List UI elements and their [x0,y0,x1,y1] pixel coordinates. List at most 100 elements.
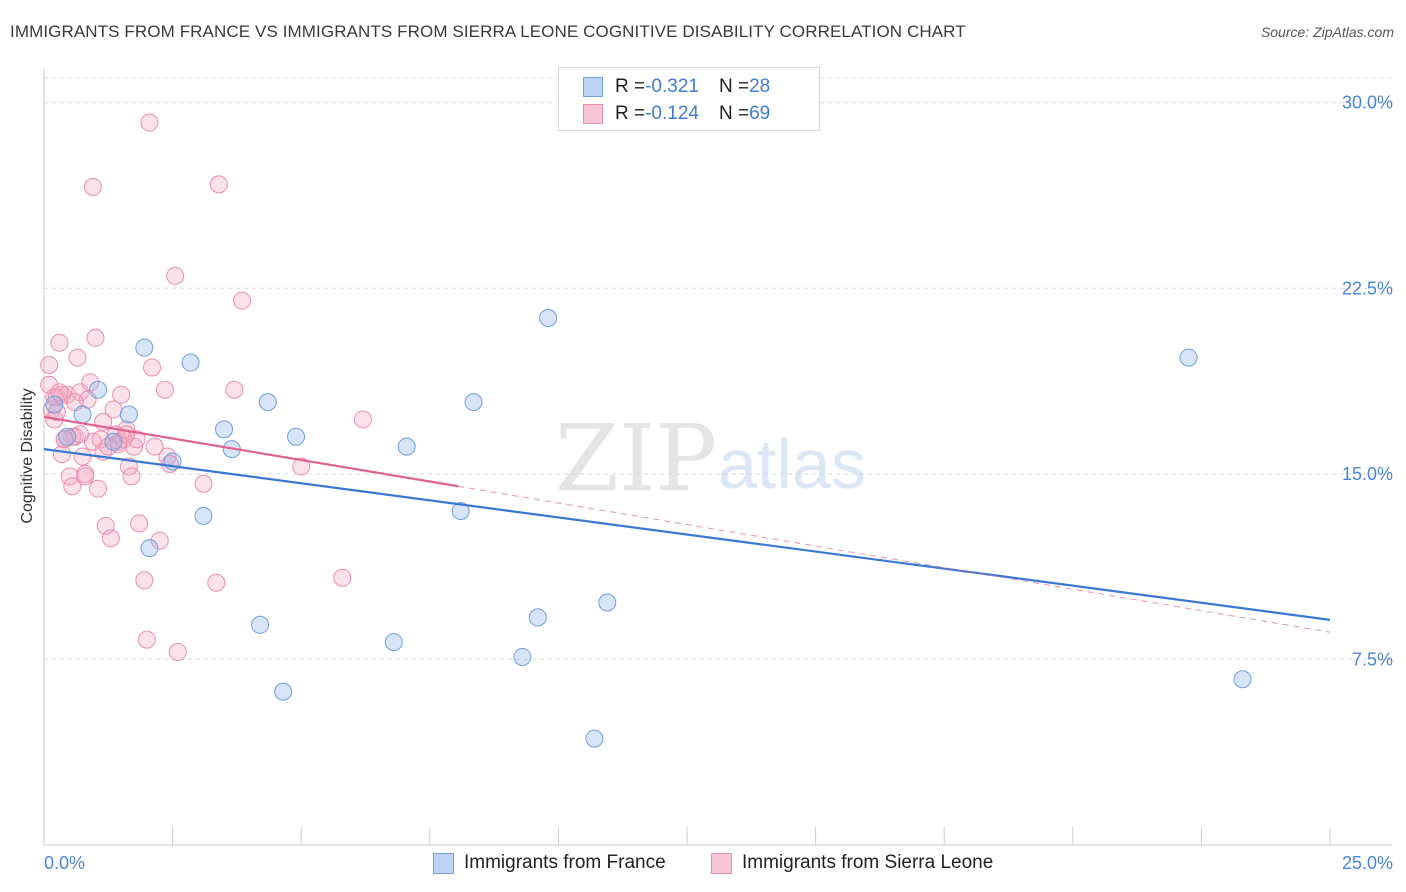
sierra-leone-point [112,385,131,404]
sierra-leone-point [150,531,169,550]
sierra-leone-point [140,113,159,132]
chart-title: IMMIGRANTS FROM FRANCE VS IMMIGRANTS FRO… [10,22,966,41]
x-tick-label-max: 25.0% [1342,853,1393,873]
france-point [258,393,277,412]
sierra-leone-point [292,457,311,476]
x-tick-label-min: 0.0% [44,853,85,873]
sierra-leone-point [207,573,226,592]
sierra-leone-point [225,380,244,399]
sierra-leone-point [40,356,59,375]
sierra-leone-point [130,514,149,533]
france-r-value: -0.321 [645,76,699,97]
france-point [251,615,270,634]
france-point [274,682,293,701]
france-point [215,420,234,439]
sierra-leone-point [89,479,108,498]
sierra-leone-point [47,403,66,422]
sierra-leone-point [81,373,100,392]
y-tick-label: 22.5% [1342,278,1393,298]
sierra-leone-point [50,333,69,352]
sierra-leone-point [83,177,102,196]
france-point [585,729,604,748]
sierra-n-label: N = [718,103,750,124]
bottom-sierra-label: Immigrants from Sierra Leone [742,852,994,873]
sierra-leone-point [86,328,105,347]
france-point [104,432,123,451]
france-point [58,427,77,446]
bottom-france-label: Immigrants from France [464,852,666,873]
france-point [287,427,306,446]
sierra-leone-point [166,266,185,285]
france-point [45,395,64,414]
sierra-leone-point [143,358,162,377]
data-points [40,113,1252,748]
france-point [397,437,416,456]
y-tick-label: 15.0% [1342,464,1393,484]
france-swatch [583,77,603,97]
france-point [194,506,213,525]
sierra-swatch [583,104,603,124]
france-n-label: N = [718,76,750,97]
france-point [1233,670,1252,689]
sierra-r-value: -0.124 [645,103,699,124]
axes [43,68,1392,846]
france-point [451,501,470,520]
sierra-leone-point [101,529,120,548]
grid-lines [44,77,1392,660]
sierra-leone-point [168,643,187,662]
bottom-legend-france: Immigrants from France [433,852,666,874]
y-tick-label: 7.5% [1352,649,1393,669]
sierra-leone-point [135,571,154,590]
source-label: Source: ZipAtlas.com [1260,24,1394,40]
correlation-legend: R = -0.321 N = 28 R = -0.124 N = 69 [558,67,820,131]
y-tick-label: 30.0% [1342,93,1393,113]
trend-lines [43,415,1331,633]
legend-row-france: R = -0.321 N = 28 [583,74,771,100]
sierra-leone-point [155,380,174,399]
france-r-label: R = [615,76,646,97]
sierra-leone-trend-line [43,415,459,488]
sierra-leone-point [68,348,87,367]
france-point [181,353,200,372]
sierra-leone-point [45,388,64,407]
watermark: ZIP atlas [555,405,866,512]
sierra-leone-point [63,477,82,496]
sierra-leone-point [194,474,213,493]
sierra-leone-point [145,437,164,456]
bottom-legend-sierra: Immigrants from Sierra Leone [711,852,993,874]
sierra-leone-trend-extension [458,485,1331,633]
france-n-value: 28 [749,76,771,97]
sierra-leone-point [137,630,156,649]
france-point [119,405,138,424]
sierra-leone-point [333,568,352,587]
sierra-n-value: 69 [749,103,771,124]
legend-row-sierra: R = -0.124 N = 69 [583,101,771,127]
sierra-leone-point [53,445,72,464]
france-point [89,380,108,399]
france-point [513,647,532,666]
watermark-atlas: atlas [718,425,866,503]
watermark-zip: ZIP [555,405,717,512]
france-point [384,633,403,652]
france-trend-line [43,448,1331,621]
bottom-sierra-swatch [711,852,732,874]
france-point [1179,348,1198,367]
sierra-leone-point [122,467,141,486]
france-point [598,593,617,612]
france-point [73,405,92,424]
bottom-france-swatch [433,852,454,874]
france-point [135,338,154,357]
sierra-leone-point [233,291,252,310]
sierra-leone-point [353,410,372,429]
france-point [528,608,547,627]
sierra-leone-point [73,447,92,466]
sierra-leone-point [76,464,95,483]
france-point [464,393,483,412]
tick-labels: 7.5% 15.0% 22.5% 30.0% 0.0% 25.0% [44,93,1393,873]
france-point [539,308,558,327]
sierra-leone-point [109,435,128,454]
france-point [140,539,159,558]
sierra-leone-point [127,430,146,449]
sierra-leone-point [209,175,228,194]
